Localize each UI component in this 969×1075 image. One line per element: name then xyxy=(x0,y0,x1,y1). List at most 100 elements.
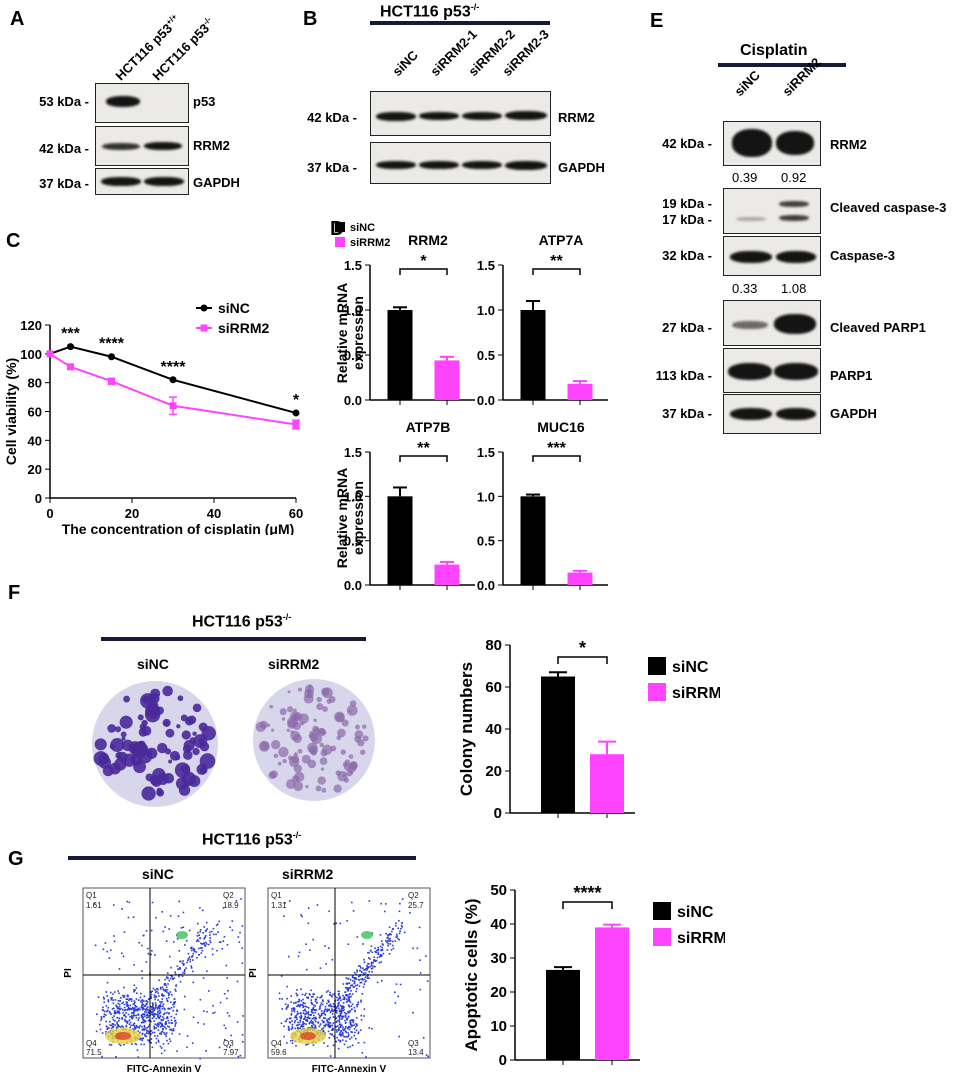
flow-dot xyxy=(355,973,357,976)
flow-dot xyxy=(360,967,362,969)
flow-dot xyxy=(150,953,152,956)
label-a-p53: p53 xyxy=(193,94,216,109)
flow-dot xyxy=(314,1027,317,1029)
flow-dot xyxy=(351,1003,354,1006)
flow-dot xyxy=(121,994,124,997)
flow-dot xyxy=(376,981,379,984)
flow-dot xyxy=(153,1013,156,1016)
flow-dot xyxy=(155,1042,158,1044)
flow-dot xyxy=(171,974,173,977)
flow-dot xyxy=(125,998,128,1000)
colony xyxy=(119,715,133,729)
flow-dot xyxy=(155,1004,157,1006)
flow-dot xyxy=(291,1008,293,1010)
flow-dot xyxy=(340,1035,342,1037)
d-bar-sirrm2 xyxy=(567,572,593,585)
flow-dot xyxy=(412,947,414,950)
flow-dot xyxy=(160,1052,163,1055)
flow-dot xyxy=(241,1040,244,1043)
flow-dot xyxy=(242,1015,244,1017)
flow-dot xyxy=(161,1000,163,1003)
flow-dot xyxy=(213,1011,216,1014)
flow-dot xyxy=(369,958,371,960)
flow-dot xyxy=(104,942,107,944)
flow-dot xyxy=(175,985,177,987)
colony xyxy=(162,685,173,697)
flow-dot xyxy=(201,943,204,945)
flow-dot xyxy=(142,1016,145,1019)
flow-dot xyxy=(132,1003,135,1005)
flow-dot xyxy=(116,1011,119,1014)
flow-dot xyxy=(236,1021,239,1023)
flow-dot xyxy=(338,1010,341,1013)
flow-dot xyxy=(228,1015,231,1017)
flow-dot xyxy=(185,967,187,969)
flow-dot xyxy=(113,991,116,993)
flow-dot xyxy=(171,1022,174,1024)
flow-dot xyxy=(123,1006,126,1009)
flow-dot xyxy=(342,998,344,1001)
flow-dot xyxy=(299,1019,301,1022)
flow-dot xyxy=(181,962,184,964)
flow-dot xyxy=(380,902,383,905)
flow-dot xyxy=(327,990,329,992)
flow-dot xyxy=(161,1005,164,1008)
flow-dot xyxy=(126,998,129,1000)
flow-dot xyxy=(352,1021,355,1024)
flow-dot xyxy=(100,1017,103,1020)
flow-dot xyxy=(145,1035,147,1037)
flow-dot xyxy=(236,980,239,983)
flow-dot xyxy=(205,929,207,932)
flow-dot xyxy=(351,976,354,979)
flow-dot xyxy=(299,1027,302,1030)
flow-dot xyxy=(197,931,199,934)
flow-dot xyxy=(156,1011,159,1014)
flow-dot xyxy=(310,1019,313,1022)
flow-dot xyxy=(290,1040,292,1042)
flow-dot xyxy=(147,1030,150,1033)
flow-dot xyxy=(197,940,200,943)
flow-dot xyxy=(364,976,367,979)
flow-dot xyxy=(147,1019,150,1022)
flow-dot xyxy=(121,1017,123,1019)
title-bar-e xyxy=(718,63,846,67)
flow-dot xyxy=(154,954,156,956)
flow-dot xyxy=(137,1019,140,1021)
flow-density xyxy=(176,931,188,939)
colony xyxy=(168,759,173,764)
flow-dot xyxy=(147,1016,149,1019)
flow-dot xyxy=(328,1008,330,1011)
flow-dot xyxy=(159,1011,162,1014)
c-point-siNC xyxy=(67,343,74,351)
flow-dot xyxy=(119,1044,122,1047)
flow-dot xyxy=(356,971,358,973)
flow-dot xyxy=(153,1031,156,1034)
flow-dot xyxy=(167,977,169,979)
flow-dot xyxy=(143,1005,146,1007)
flow-dot xyxy=(357,1032,360,1035)
flow-dot xyxy=(152,1003,154,1006)
flow-dot xyxy=(329,1003,332,1006)
flow-dot xyxy=(132,1007,134,1010)
flow-dot xyxy=(212,1012,214,1015)
kda-e-casp3: 32 kDa - xyxy=(662,248,712,263)
colony xyxy=(121,739,134,752)
flow-dot xyxy=(347,977,350,980)
flow-dot xyxy=(374,960,377,962)
flow-dot xyxy=(349,1045,351,1048)
colony xyxy=(321,687,333,699)
flow-dot xyxy=(341,1016,344,1019)
flow-dot xyxy=(182,964,185,966)
flow-dot xyxy=(240,898,242,900)
flow-dot xyxy=(305,943,307,945)
c-ytick-label: 0 xyxy=(35,491,42,506)
flow-dot xyxy=(144,1004,147,1007)
flow-dot xyxy=(398,1035,400,1038)
flow-dot xyxy=(377,946,379,949)
flow-dot xyxy=(375,959,378,962)
flow-dot xyxy=(143,1043,145,1046)
flow-dot xyxy=(155,1037,158,1040)
colony xyxy=(137,714,144,721)
flow-dot xyxy=(382,944,384,946)
flow-q2: Q2 xyxy=(408,891,419,900)
